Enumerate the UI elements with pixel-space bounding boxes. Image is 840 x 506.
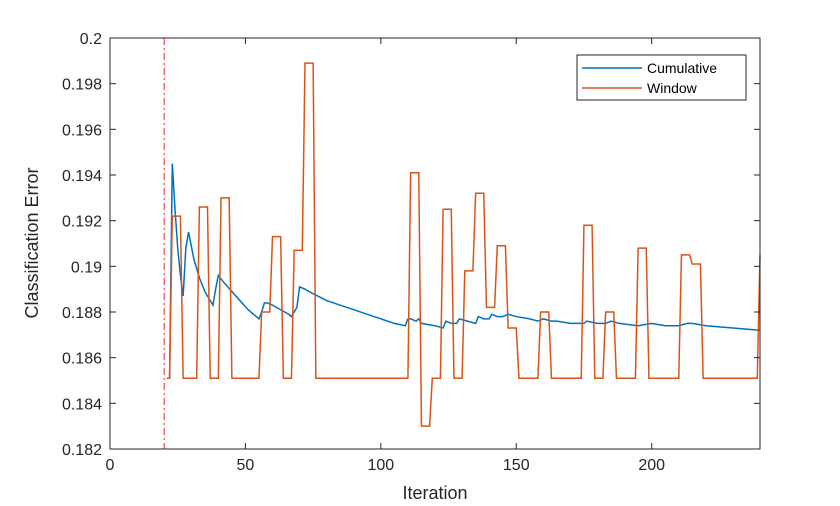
y-tick-label: 0.198 — [62, 77, 102, 94]
y-tick-label: 0.2 — [80, 31, 102, 48]
y-tick-label: 0.188 — [62, 305, 102, 322]
y-axis-ticks: 0.182 0.184 0.186 0.188 0.19 0.192 0.194 0.196 0… — [62, 31, 760, 459]
legend-label-window: Window — [647, 80, 698, 96]
series-line-cumulative — [166, 163, 761, 379]
plot-background — [110, 38, 760, 449]
y-tick-label: 0.186 — [62, 351, 102, 368]
x-axis-ticks: 0 50 100 150 200 — [106, 38, 665, 474]
y-tick-label: 0.192 — [62, 214, 102, 231]
x-tick-label: 50 — [237, 457, 255, 474]
x-axis-label: Iteration — [402, 483, 467, 503]
y-axis-label: Classification Error — [22, 167, 42, 318]
legend: Cumulative Window — [576, 54, 747, 101]
x-tick-label: 100 — [367, 457, 394, 474]
x-tick-label: 0 — [106, 457, 115, 474]
y-tick-label: 0.184 — [62, 396, 102, 413]
y-tick-label: 0.182 — [62, 442, 102, 459]
series-layer — [166, 62, 761, 427]
y-tick-label: 0.194 — [62, 168, 102, 185]
y-tick-label: 0.19 — [71, 259, 102, 276]
legend-box — [576, 54, 747, 101]
x-tick-label: 150 — [503, 457, 530, 474]
x-tick-label: 200 — [638, 457, 665, 474]
axes-box — [109, 37, 761, 450]
legend-label-cumulative: Cumulative — [647, 60, 717, 76]
series-line-window — [166, 62, 761, 427]
plot-area — [109, 37, 761, 450]
y-tick-label: 0.196 — [62, 122, 102, 139]
